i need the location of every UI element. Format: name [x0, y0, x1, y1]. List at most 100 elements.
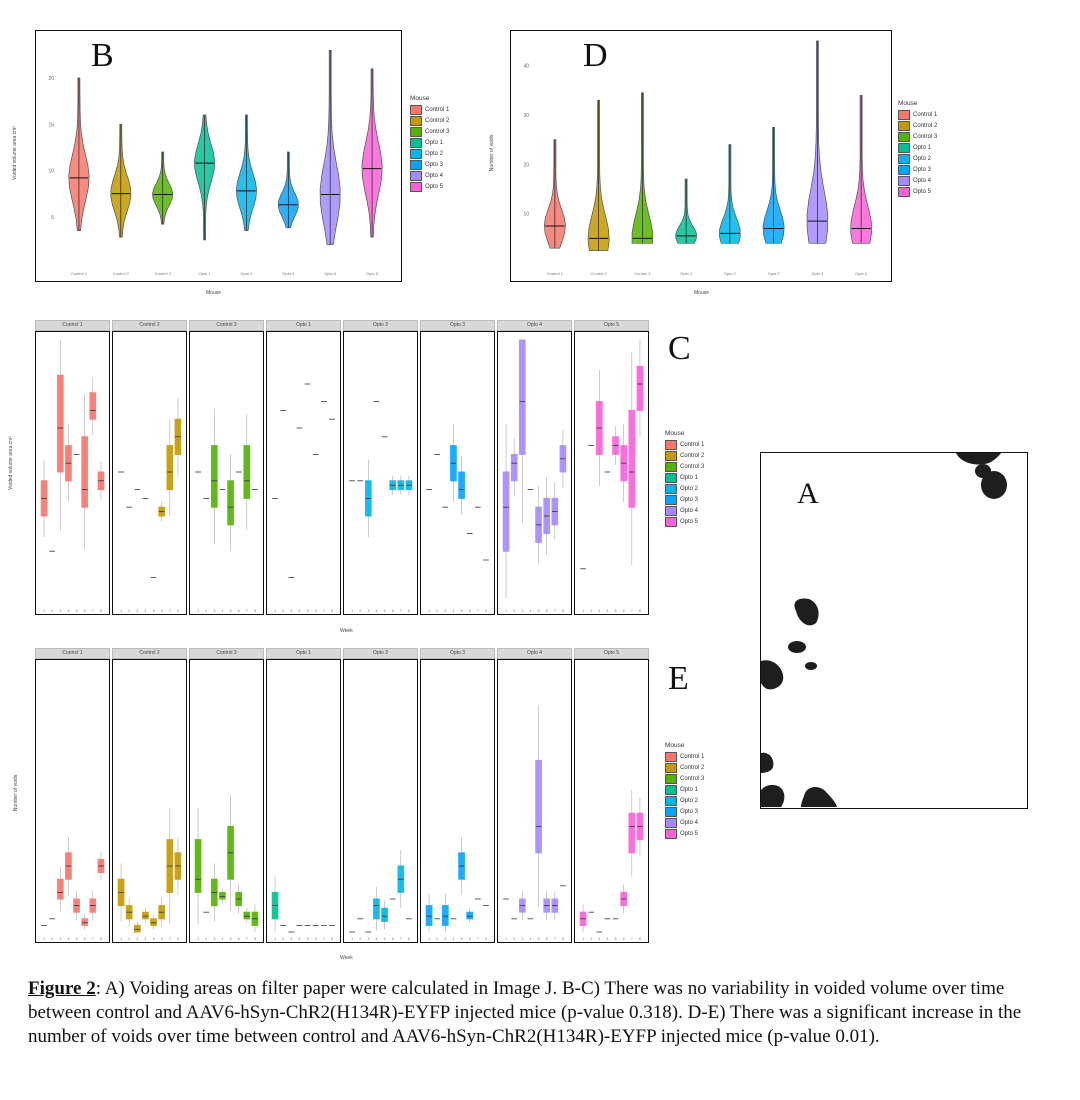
facet-strip: Control 1	[35, 648, 110, 659]
x-tick-label: 1	[428, 609, 430, 613]
facet-panel: 1 2 3 4 5 6 7 8	[35, 659, 110, 943]
x-tick-label: 7	[92, 937, 94, 941]
panel-b-legend: Mouse Control 1 Control 2 Control 3 Opto 1 Op…	[410, 95, 449, 192]
panel-b-ylabel: Voided volume area cm²	[11, 126, 18, 180]
legend-label: Control 1	[425, 106, 450, 113]
facet-plot: 1 2 3 4 5 6 7 8	[502, 339, 567, 613]
legend-swatch	[898, 153, 910, 164]
legend-item: Opto 3	[665, 494, 704, 505]
legend-swatch	[898, 164, 910, 175]
legend-item: Control 1	[665, 751, 704, 762]
facet-panel: 1 2 3 4 5 6 7 8	[189, 659, 264, 943]
legend-label: Opto 5	[680, 830, 699, 837]
x-tick-label: 2	[282, 609, 284, 613]
x-tick-label: 3	[521, 609, 523, 613]
panel-e-ylabel: Number of voids	[13, 774, 20, 812]
legend-label: Opto 5	[425, 183, 444, 190]
facet-panel: 1 2 3 4 5 6 7 8	[420, 659, 495, 943]
legend-label: Control 3	[680, 775, 705, 782]
facet-plot: 1 2 3 4 5 6 7 8	[579, 789, 644, 941]
legend-label: Control 1	[680, 753, 705, 760]
legend-label: Opto 4	[680, 507, 699, 514]
y-tick-label: 40	[523, 64, 529, 70]
legend-swatch	[410, 126, 422, 137]
panel-e-facets: Control 1 1 2 3 4 5 6 7 8 Control 2 1 2 3 4 5 6 7 8 Contro…	[35, 648, 655, 948]
x-tick-label: 5	[230, 937, 232, 941]
void-spot	[981, 471, 1007, 499]
panel-b: 5 10 15 20 Control 1 Control 2 Control 3 Opto 1…	[35, 30, 402, 282]
y-tick-label: 10	[48, 169, 54, 175]
x-tick-label: 8	[331, 609, 333, 613]
x-tick-label: Opto 2	[724, 271, 737, 276]
x-tick-label: 2	[282, 937, 284, 941]
facet-strip: Opto 1	[266, 648, 341, 659]
box-body	[133, 924, 141, 933]
legend-swatch	[665, 494, 677, 505]
x-tick-label: 8	[177, 609, 179, 613]
legend-swatch	[665, 828, 677, 839]
x-tick-label: 1	[505, 609, 507, 613]
legend-item: Opto 4	[898, 175, 937, 186]
facet-plot: 1 2 3 4 5 6 7 8	[118, 398, 182, 613]
facet-plot: 1 2 3 4 5 6 7 8	[349, 850, 412, 941]
box-body	[636, 365, 644, 411]
x-tick-label: 2	[436, 937, 438, 941]
x-tick-label: Opto 1	[680, 271, 693, 276]
x-tick-label: 7	[631, 609, 633, 613]
x-tick-label: 1	[197, 609, 199, 613]
legend-item: Opto 2	[665, 483, 704, 494]
x-tick-label: 8	[408, 609, 410, 613]
x-tick-label: 7	[400, 937, 402, 941]
x-tick-label: 4	[298, 609, 300, 613]
legend-label: Opto 2	[680, 485, 699, 492]
caption-text: : A) Voiding areas on filter paper were …	[28, 978, 1022, 1047]
panel-d-xlabel: Mouse	[694, 290, 710, 296]
facet-strip: Opto 1	[266, 320, 341, 331]
legend-label: Opto 4	[680, 819, 699, 826]
facet-panel: 1 2 3 4 5 6 7 8	[343, 331, 418, 615]
void-spot	[761, 752, 774, 773]
facet-panel: 1 2 3 4 5 6 7 8	[189, 331, 264, 615]
legend-label: Opto 4	[425, 172, 444, 179]
legend-swatch	[665, 784, 677, 795]
panel-c-letter: C	[668, 330, 691, 367]
facet-plot: 1 2 3 4 5 6 7 8	[117, 807, 182, 941]
legend-label: Control 1	[913, 111, 938, 118]
x-tick-label: 8	[562, 937, 564, 941]
legend-swatch	[898, 120, 910, 131]
legend-swatch	[410, 170, 422, 181]
x-tick-label: 6	[623, 609, 625, 613]
legend-label: Control 3	[680, 463, 705, 470]
x-tick-label: 3	[290, 609, 292, 613]
panel-c-legend: Mouse Control 1 Control 2 Control 3 Opto 1 Op…	[665, 430, 704, 527]
legend-item: Opto 3	[410, 159, 449, 170]
x-tick-label: 8	[408, 937, 410, 941]
x-tick-label: 3	[598, 937, 600, 941]
panel-c-facets: Control 1 1 2 3 4 5 6 7 8 Control 2 1 2 3 4 5 6 7 8 Contro…	[35, 320, 655, 620]
panel-b-letter: B	[91, 37, 114, 74]
x-tick-label: 7	[323, 937, 325, 941]
box-body	[441, 905, 449, 926]
x-tick-label: 6	[392, 609, 394, 613]
facet-strip: Opto 5	[574, 648, 649, 659]
legend-item: Opto 5	[665, 828, 704, 839]
legend-swatch	[898, 109, 910, 120]
box-body	[535, 759, 542, 854]
legend-item: Opto 5	[410, 181, 449, 192]
x-tick-label: 8	[100, 609, 102, 613]
x-tick-label: 2	[590, 609, 592, 613]
x-tick-label: 7	[554, 937, 556, 941]
x-tick-label: 2	[436, 609, 438, 613]
legend-swatch	[665, 439, 677, 450]
legend-swatch	[665, 516, 677, 527]
legend-item: Opto 3	[898, 164, 937, 175]
legend-item: Opto 4	[665, 817, 704, 828]
box-body	[510, 453, 518, 482]
y-tick-label: 30	[523, 113, 529, 119]
x-tick-label: 6	[315, 937, 317, 941]
x-tick-label: 3	[290, 937, 292, 941]
void-spot	[975, 464, 991, 478]
x-tick-label: 5	[615, 609, 617, 613]
x-tick-label: 4	[529, 937, 531, 941]
box-body	[466, 911, 474, 920]
